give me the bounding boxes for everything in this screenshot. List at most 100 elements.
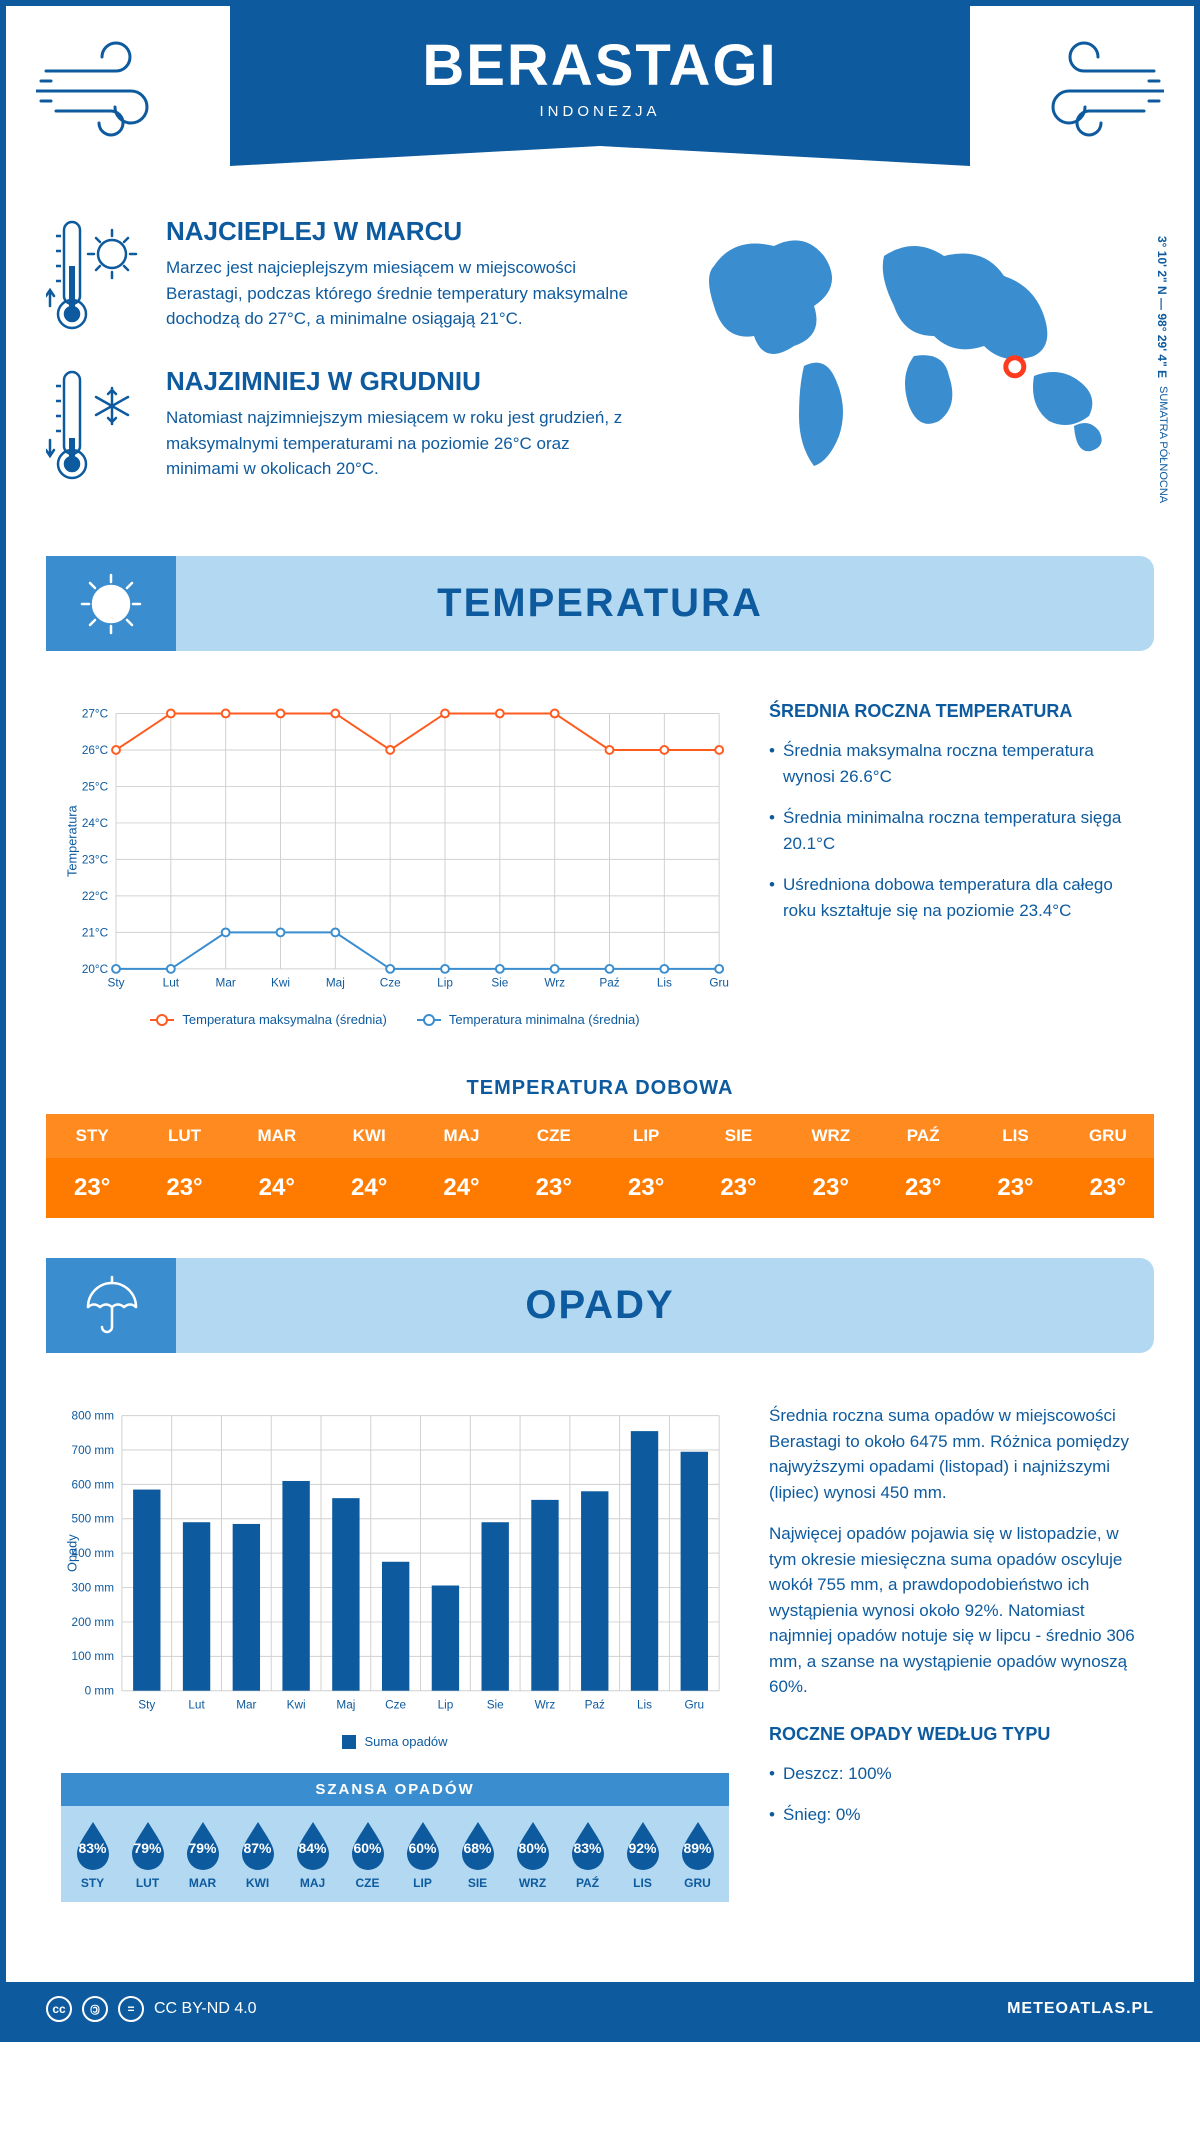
svg-text:Lut: Lut <box>188 1698 205 1711</box>
thermometer-snow-icon <box>46 366 146 486</box>
rain-chance-month: LIP <box>413 1876 432 1890</box>
raindrop-icon: 60% <box>401 1818 445 1870</box>
raindrop-icon: 79% <box>181 1818 225 1870</box>
svg-text:21°C: 21°C <box>82 926 109 939</box>
rain-chance-cell: 83% STY <box>67 1818 118 1890</box>
rain-chance-cell: 80% WRZ <box>507 1818 558 1890</box>
header: BERASTAGI INDONEZJA <box>6 6 1194 186</box>
svg-text:Sie: Sie <box>491 977 508 990</box>
precip-chart-svg: 0 mm100 mm200 mm300 mm400 mm500 mm600 mm… <box>61 1403 729 1723</box>
section-title-precipitation: OPADY <box>176 1283 1154 1328</box>
world-map: 3° 10' 2" N — 98° 29' 4" E SUMATRA PÓŁNO… <box>674 216 1154 516</box>
daily-temp-value: 24° <box>415 1158 507 1218</box>
temperature-stats: ŚREDNIA ROCZNA TEMPERATURA Średnia maksy… <box>769 701 1139 1027</box>
rain-chance-month: WRZ <box>519 1876 546 1890</box>
country-subtitle: INDONEZJA <box>539 103 660 120</box>
rain-chance-pct: 79% <box>188 1840 216 1856</box>
daily-month-header: STY <box>46 1114 138 1158</box>
fact-warm-body: Marzec jest najcieplejszym miesiącem w m… <box>166 255 644 332</box>
svg-text:0 mm: 0 mm <box>85 1685 115 1698</box>
daily-temp-value: 23° <box>1062 1158 1154 1218</box>
svg-text:800 mm: 800 mm <box>72 1410 115 1423</box>
raindrop-icon: 80% <box>511 1818 555 1870</box>
fact-warmest: NAJCIEPLEJ W MARCU Marzec jest najcieple… <box>46 216 644 336</box>
daily-month-header: WRZ <box>785 1114 877 1158</box>
rain-chance-cell: 79% MAR <box>177 1818 228 1890</box>
daily-temp-title: TEMPERATURA DOBOWA <box>6 1077 1194 1100</box>
raindrop-icon: 68% <box>456 1818 500 1870</box>
daily-temp-value: 23° <box>600 1158 692 1218</box>
precipitation-text: Średnia roczna suma opadów w miejscowośc… <box>769 1403 1139 1922</box>
svg-text:Cze: Cze <box>380 977 401 990</box>
svg-text:23°C: 23°C <box>82 853 109 866</box>
precipitation-chart-area: 0 mm100 mm200 mm300 mm400 mm500 mm600 mm… <box>61 1403 729 1922</box>
cc-icon: cc <box>46 1996 72 2022</box>
rain-chance-month: CZE <box>356 1876 380 1890</box>
rain-chance-cell: 83% PAŹ <box>562 1818 613 1890</box>
map-region: SUMATRA PÓŁNOCNA <box>1157 386 1169 503</box>
svg-text:300 mm: 300 mm <box>72 1581 115 1594</box>
rain-chance-pct: 68% <box>463 1840 491 1856</box>
fact-coldest: NAJZIMNIEJ W GRUDNIU Natomiast najzimnie… <box>46 366 644 486</box>
svg-text:Mar: Mar <box>216 977 236 990</box>
wind-icon <box>36 36 176 146</box>
rain-chance-month: MAJ <box>300 1876 325 1890</box>
rain-chance-pct: 60% <box>408 1840 436 1856</box>
rain-chance-month: PAŹ <box>576 1876 599 1890</box>
license-text: CC BY-ND 4.0 <box>154 2000 257 2018</box>
rain-chance-pct: 87% <box>243 1840 271 1856</box>
svg-text:600 mm: 600 mm <box>72 1478 115 1491</box>
svg-text:27°C: 27°C <box>82 707 109 720</box>
svg-text:20°C: 20°C <box>82 963 109 976</box>
title-banner: BERASTAGI INDONEZJA <box>230 6 970 146</box>
rain-chance-cell: 60% CZE <box>342 1818 393 1890</box>
svg-text:Cze: Cze <box>385 1698 406 1711</box>
rain-chance-pct: 92% <box>628 1840 656 1856</box>
rain-chance-month: GRU <box>684 1876 711 1890</box>
rain-chance-title: SZANSA OPADÓW <box>61 1773 729 1806</box>
rain-chance-panel: SZANSA OPADÓW 83% STY 79% LUT 79% MAR 87… <box>61 1773 729 1902</box>
fact-warm-title: NAJCIEPLEJ W MARCU <box>166 216 644 247</box>
rain-chance-pct: 80% <box>518 1840 546 1856</box>
daily-month-header: GRU <box>1062 1114 1154 1158</box>
daily-month-header: MAJ <box>415 1114 507 1158</box>
daily-month-header: SIE <box>692 1114 784 1158</box>
svg-text:Wrz: Wrz <box>535 1698 556 1711</box>
svg-text:Sty: Sty <box>108 977 125 990</box>
svg-text:Sie: Sie <box>487 1698 504 1711</box>
thermometer-sun-icon <box>46 216 146 336</box>
rain-chance-pct: 83% <box>78 1840 106 1856</box>
temp-stat-item: Średnia maksymalna roczna temperatura wy… <box>769 738 1139 789</box>
footer-license: cc 🄯 = CC BY-ND 4.0 <box>46 1996 257 2022</box>
raindrop-icon: 60% <box>346 1818 390 1870</box>
rain-chance-cell: 89% GRU <box>672 1818 723 1890</box>
rain-chance-cell: 87% KWI <box>232 1818 283 1890</box>
temp-stat-item: Średnia minimalna roczna temperatura się… <box>769 805 1139 856</box>
section-banner-temperature: TEMPERATURA <box>46 556 1154 651</box>
daily-month-header: CZE <box>508 1114 600 1158</box>
svg-text:Lip: Lip <box>437 977 453 990</box>
rain-chance-cell: 79% LUT <box>122 1818 173 1890</box>
svg-text:Temperatura: Temperatura <box>65 804 80 877</box>
svg-text:Lis: Lis <box>657 977 672 990</box>
svg-text:100 mm: 100 mm <box>72 1650 115 1663</box>
svg-text:Lip: Lip <box>438 1698 454 1711</box>
precip-paragraph: Najwięcej opadów pojawia się w listopadz… <box>769 1521 1139 1700</box>
rain-chance-cell: 84% MAJ <box>287 1818 338 1890</box>
svg-text:Lut: Lut <box>163 977 180 990</box>
rain-chance-cell: 60% LIP <box>397 1818 448 1890</box>
temp-stat-item: Uśredniona dobowa temperatura dla całego… <box>769 872 1139 923</box>
page: BERASTAGI INDONEZJA <box>0 0 1200 2042</box>
svg-text:Opady: Opady <box>65 1534 80 1572</box>
legend-precip-label: Suma opadów <box>364 1734 447 1749</box>
city-title: BERASTAGI <box>422 32 777 99</box>
raindrop-icon: 89% <box>676 1818 720 1870</box>
raindrop-icon: 83% <box>566 1818 610 1870</box>
svg-text:500 mm: 500 mm <box>72 1513 115 1526</box>
daily-month-header: LUT <box>138 1114 230 1158</box>
svg-text:700 mm: 700 mm <box>72 1444 115 1457</box>
rain-chance-pct: 89% <box>683 1840 711 1856</box>
map-coords: 3° 10' 2" N — 98° 29' 4" E <box>1155 236 1169 378</box>
temperature-chart: 20°C21°C22°C23°C24°C25°C26°C27°CStyLutMa… <box>61 701 729 1027</box>
rain-chance-month: MAR <box>189 1876 216 1890</box>
